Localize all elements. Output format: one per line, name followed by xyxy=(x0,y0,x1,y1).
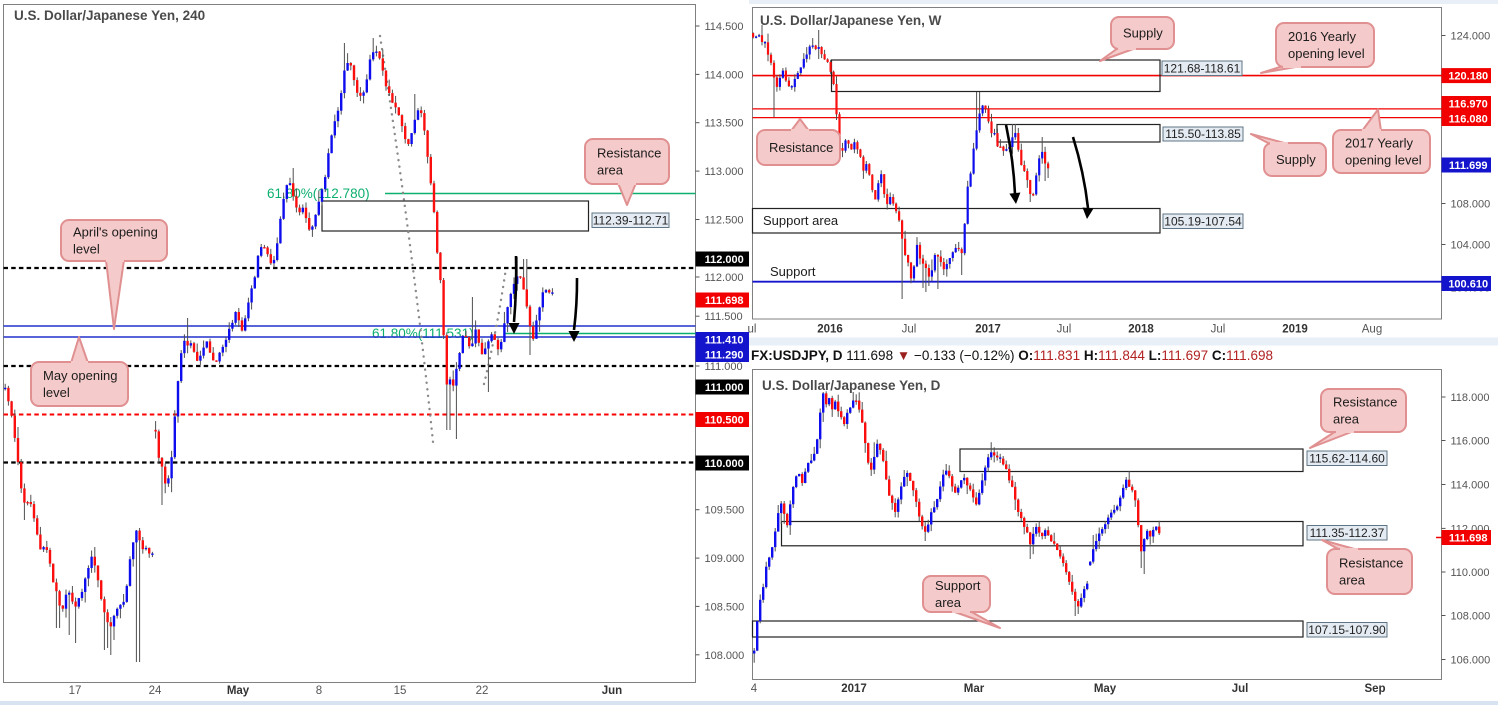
svg-text:110.000: 110.000 xyxy=(705,458,744,470)
svg-text:Jul: Jul xyxy=(1211,324,1226,336)
svg-text:May: May xyxy=(227,685,250,697)
svg-text:opening level: opening level xyxy=(1288,46,1365,61)
svg-text:area: area xyxy=(597,163,624,178)
svg-text:116.080: 116.080 xyxy=(1449,114,1488,126)
svg-text:2016: 2016 xyxy=(817,324,843,336)
svg-text:area: area xyxy=(935,595,962,610)
svg-text:Support: Support xyxy=(770,264,816,279)
svg-text:106.000: 106.000 xyxy=(1451,655,1491,667)
svg-text:2017 Yearly: 2017 Yearly xyxy=(1345,136,1413,151)
svg-text:Resistance: Resistance xyxy=(1339,556,1403,571)
svg-text:116.970: 116.970 xyxy=(1449,99,1488,111)
svg-text:U.S. Dollar/Japanese Yen, D: U.S. Dollar/Japanese Yen, D xyxy=(762,378,941,393)
svg-text:116.000: 116.000 xyxy=(1451,436,1490,448)
svg-text:2019: 2019 xyxy=(1282,324,1308,336)
svg-text:22: 22 xyxy=(476,685,489,697)
svg-text:level: level xyxy=(43,385,70,400)
svg-text:U.S. Dollar/Japanese Yen, 240: U.S. Dollar/Japanese Yen, 240 xyxy=(14,8,205,23)
svg-text:Supply: Supply xyxy=(1276,152,1316,167)
svg-text:Supply: Supply xyxy=(1123,26,1163,41)
svg-text:111.000: 111.000 xyxy=(705,382,744,394)
svg-text:111.000: 111.000 xyxy=(705,361,743,373)
svg-text:17: 17 xyxy=(69,685,82,697)
svg-text:Aug: Aug xyxy=(1362,324,1382,336)
svg-text:112.39-112.71: 112.39-112.71 xyxy=(593,213,669,227)
svg-text:2017: 2017 xyxy=(841,683,867,695)
svg-text:61.80%(112.780): 61.80%(112.780) xyxy=(267,186,370,201)
svg-text:24: 24 xyxy=(149,685,162,697)
svg-text:107.15-107.90: 107.15-107.90 xyxy=(1308,623,1386,637)
svg-text:111.35-112.37: 111.35-112.37 xyxy=(1310,526,1385,540)
svg-text:Resistance: Resistance xyxy=(1333,395,1397,410)
svg-text:110.500: 110.500 xyxy=(705,415,744,427)
svg-text:111.698: 111.698 xyxy=(705,295,744,307)
svg-text:114.000: 114.000 xyxy=(705,69,744,81)
svg-text:108.000: 108.000 xyxy=(1451,611,1491,623)
svg-text:April's opening: April's opening xyxy=(73,225,158,240)
svg-text:111.698: 111.698 xyxy=(1449,533,1488,545)
svg-text:May opening: May opening xyxy=(43,368,117,383)
svg-text:110.000: 110.000 xyxy=(1451,567,1490,579)
svg-text:114.000: 114.000 xyxy=(1451,480,1490,492)
svg-text:113.500: 113.500 xyxy=(705,118,744,130)
svg-text:113.000: 113.000 xyxy=(705,166,744,178)
svg-text:Resistance: Resistance xyxy=(769,140,833,155)
svg-text:8: 8 xyxy=(316,685,322,697)
svg-text:111.410: 111.410 xyxy=(705,335,744,347)
svg-text:4: 4 xyxy=(751,683,758,695)
svg-text:115.62-114.60: 115.62-114.60 xyxy=(1309,451,1385,465)
svg-text:ul: ul xyxy=(748,324,757,336)
svg-text:Sep: Sep xyxy=(1364,683,1385,695)
svg-text:2017: 2017 xyxy=(975,324,1001,336)
svg-text:121.68-118.61: 121.68-118.61 xyxy=(1164,61,1241,75)
svg-text:Jul: Jul xyxy=(1232,683,1249,695)
svg-text:61.80%(111.531): 61.80%(111.531) xyxy=(372,326,474,341)
svg-text:area: area xyxy=(1339,573,1366,588)
svg-text:105.19-107.54: 105.19-107.54 xyxy=(1164,214,1242,228)
svg-text:104.000: 104.000 xyxy=(1451,240,1491,252)
svg-text:area: area xyxy=(1333,412,1360,427)
svg-text:111.290: 111.290 xyxy=(705,350,744,362)
svg-text:115.50-113.85: 115.50-113.85 xyxy=(1165,127,1241,141)
svg-text:FX:USDJPY, D 111.698 ▼ −0.133: FX:USDJPY, D 111.698 ▼ −0.133 (−0.12%) O… xyxy=(751,348,1273,363)
svg-text:111.699: 111.699 xyxy=(1449,160,1488,172)
svg-text:108.500: 108.500 xyxy=(705,601,745,613)
svg-text:112.000: 112.000 xyxy=(705,254,744,266)
svg-text:U.S. Dollar/Japanese Yen, W: U.S. Dollar/Japanese Yen, W xyxy=(760,13,942,28)
svg-text:level: level xyxy=(73,242,100,257)
svg-text:100.610: 100.610 xyxy=(1448,279,1488,291)
svg-text:109.500: 109.500 xyxy=(705,505,745,517)
svg-text:Jun: Jun xyxy=(602,685,622,697)
svg-text:Support: Support xyxy=(935,578,981,593)
svg-text:114.500: 114.500 xyxy=(705,21,744,33)
svg-text:108.000: 108.000 xyxy=(705,650,745,662)
svg-text:Jul: Jul xyxy=(1057,324,1072,336)
svg-text:112.500: 112.500 xyxy=(705,215,744,227)
svg-text:2016 Yearly: 2016 Yearly xyxy=(1288,29,1356,44)
svg-text:118.000: 118.000 xyxy=(1451,392,1490,404)
svg-text:124.000: 124.000 xyxy=(1451,31,1491,43)
svg-text:opening level: opening level xyxy=(1345,153,1422,168)
svg-text:2018: 2018 xyxy=(1128,324,1154,336)
svg-text:111.500: 111.500 xyxy=(705,311,743,323)
svg-text:Mar: Mar xyxy=(964,683,985,695)
svg-text:Jul: Jul xyxy=(902,324,917,336)
svg-text:112.000: 112.000 xyxy=(705,272,744,284)
svg-text:108.000: 108.000 xyxy=(1451,199,1491,211)
svg-text:May: May xyxy=(1094,683,1117,695)
svg-text:Resistance: Resistance xyxy=(597,146,661,161)
svg-text:Support area: Support area xyxy=(763,213,839,228)
svg-text:15: 15 xyxy=(394,685,407,697)
svg-text:120.180: 120.180 xyxy=(1448,71,1488,83)
svg-text:109.000: 109.000 xyxy=(705,553,745,565)
